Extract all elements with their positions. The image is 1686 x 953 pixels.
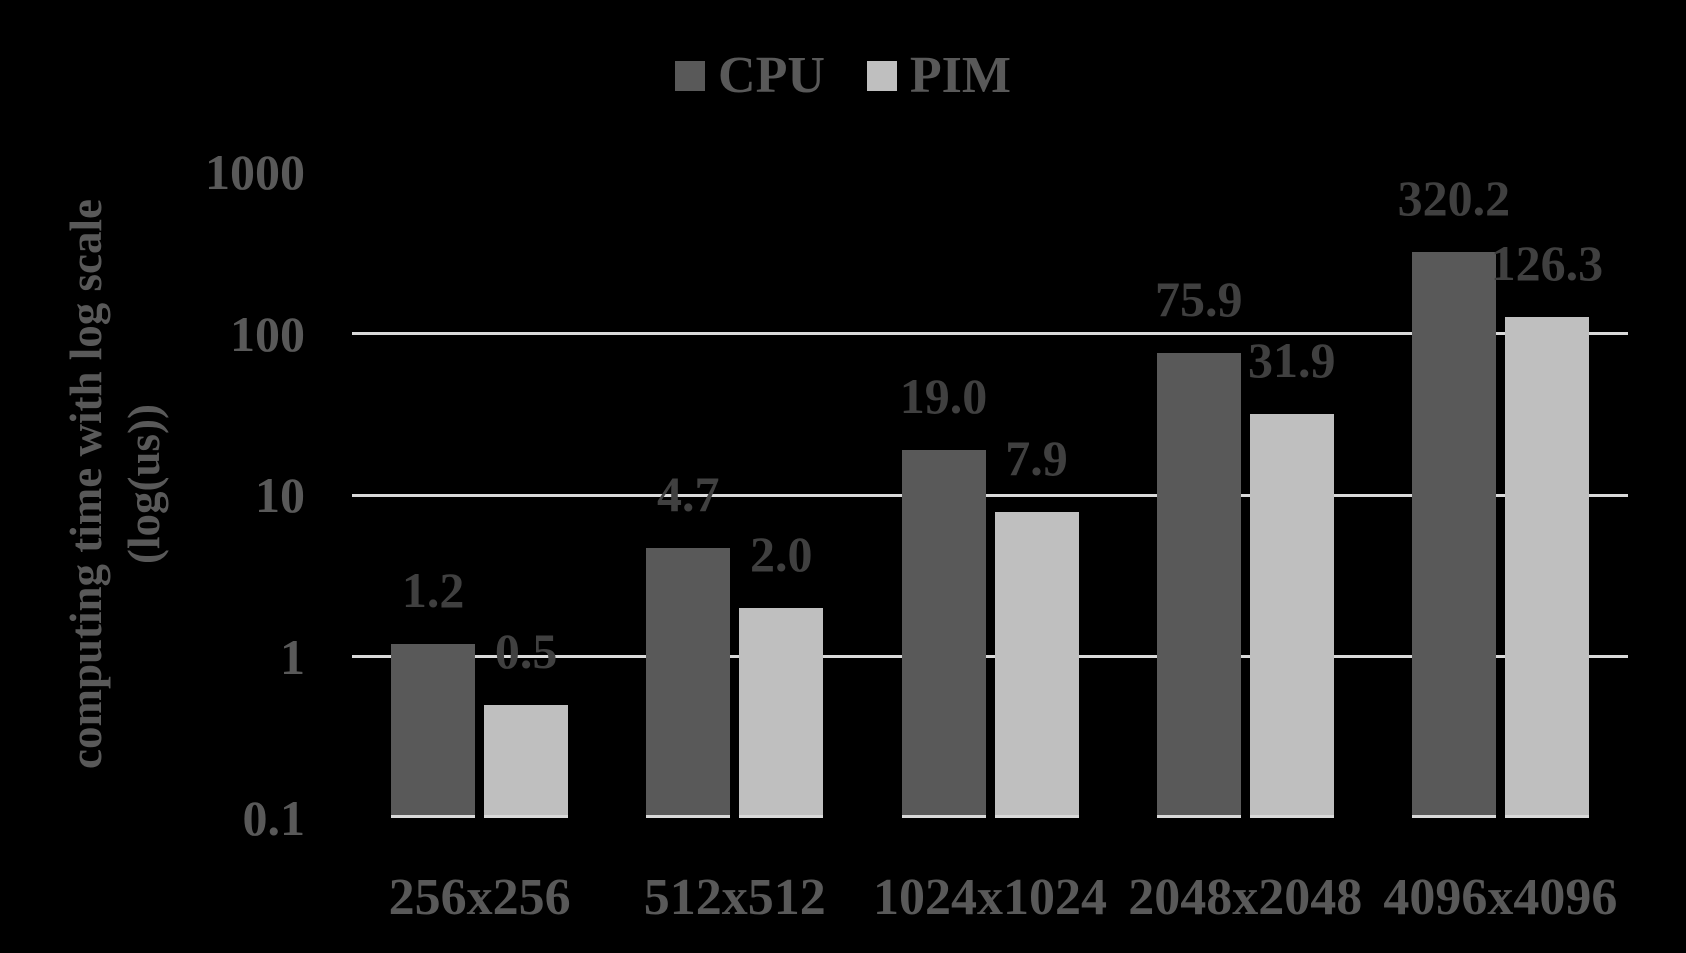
- legend-item-cpu: CPU: [675, 46, 825, 106]
- y-tick-label-10: 10: [255, 467, 305, 523]
- y-tick-label-0.1: 0.1: [242, 790, 306, 846]
- bar-pim-2048x2048: [1249, 413, 1334, 818]
- y-tick-label-100: 100: [230, 305, 305, 362]
- value-label-cpu-2048x2048: 75.9: [1154, 270, 1243, 327]
- value-label-cpu-1024x1024: 19.0: [899, 367, 988, 424]
- legend-item-pim: PIM: [866, 46, 1011, 106]
- value-label-pim-1024x1024: 7.9: [1005, 429, 1068, 486]
- y-tick-label-1000: 1000: [205, 144, 305, 200]
- gridline-100: [352, 332, 1628, 335]
- gridline-1: [352, 655, 1628, 658]
- bar-cpu-2048x2048: [1156, 352, 1241, 818]
- x-category-label-4096x4096: 4096x4096: [1383, 869, 1618, 926]
- x-category-label-2048x2048: 2048x2048: [1128, 869, 1363, 926]
- value-label-cpu-512x512: 4.7: [657, 465, 720, 522]
- value-label-cpu-256x256: 1.2: [401, 561, 465, 618]
- value-label-pim-2048x2048: 31.9: [1247, 331, 1336, 388]
- bar-cpu-4096x4096: [1411, 251, 1496, 818]
- legend-label-pim: PIM: [909, 47, 1011, 104]
- legend: CPU PIM: [0, 44, 1686, 108]
- gridline-10: [352, 493, 1628, 497]
- cpu-swatch-icon: [675, 61, 706, 91]
- x-category-label-256x256: 256x256: [388, 869, 571, 926]
- value-label-pim-512x512: 2.0: [750, 525, 813, 582]
- bar-cpu-512x512: [646, 547, 731, 818]
- bar-cpu-256x256: [391, 643, 476, 818]
- bar-pim-1024x1024: [994, 511, 1079, 818]
- y-tick-label-1: 1: [280, 628, 305, 685]
- value-label-cpu-4096x4096: 320.2: [1397, 169, 1511, 226]
- value-label-pim-4096x4096: 126.3: [1490, 235, 1604, 292]
- bar-pim-4096x4096: [1504, 317, 1589, 818]
- bar-pim-512x512: [739, 607, 824, 818]
- x-category-label-1024x1024: 1024x1024: [873, 869, 1107, 926]
- bar-pim-256x256: [484, 705, 569, 818]
- value-label-pim-256x256: 0.5: [494, 623, 558, 680]
- pim-swatch-icon: [866, 61, 897, 91]
- x-category-label-512x512: 512x512: [643, 869, 826, 926]
- legend-label-cpu: CPU: [718, 47, 825, 104]
- bar-cpu-1024x1024: [901, 449, 986, 818]
